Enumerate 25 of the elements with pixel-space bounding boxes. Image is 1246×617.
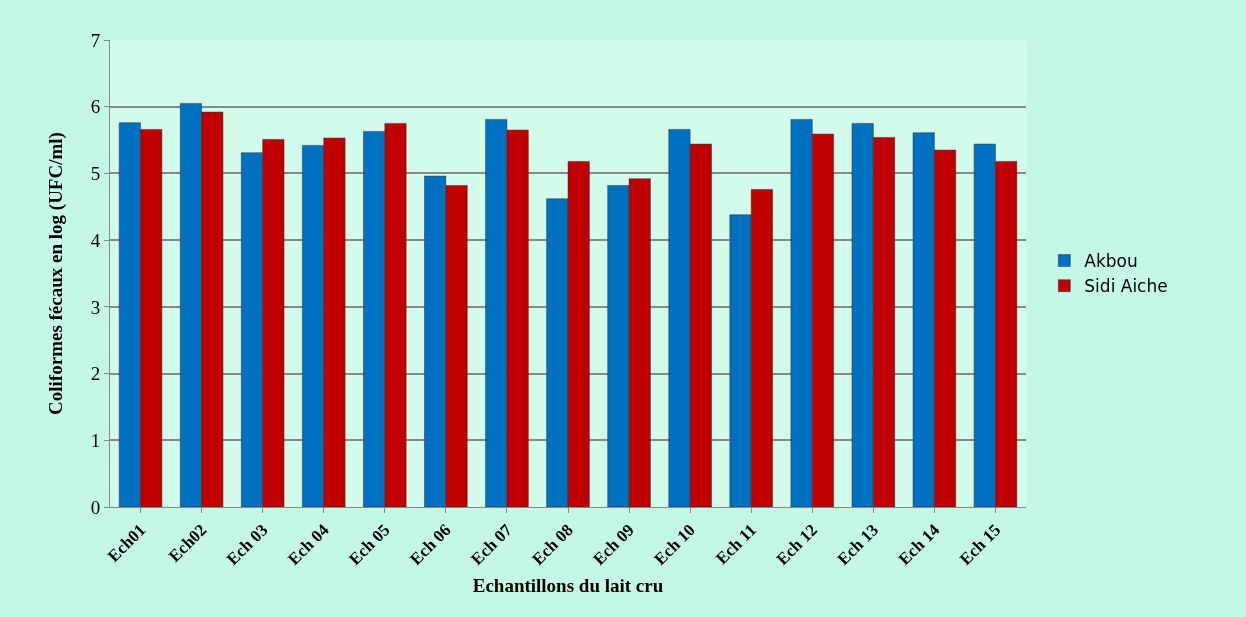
y-tick-label: 3 xyxy=(90,296,101,318)
x-tick-label: Ech 15 xyxy=(955,520,1005,569)
x-tick-label: Ech 05 xyxy=(345,520,394,569)
x-tick-label: Ech 06 xyxy=(406,520,455,569)
y-tick-label: 2 xyxy=(90,363,101,385)
y-tick-label: 7 xyxy=(90,29,101,51)
x-tick-label: Ech 11 xyxy=(712,520,761,569)
y-tick-label: 4 xyxy=(90,229,101,251)
y-tick-label: 1 xyxy=(90,429,101,451)
y-tick-label: 0 xyxy=(90,496,101,518)
x-tick-label: Ech 08 xyxy=(528,520,577,569)
x-tick-label: Ech 07 xyxy=(467,519,517,569)
x-tick-label: Ech 12 xyxy=(772,520,822,569)
y-axis-title: Coliformes fécaux en log (UFC/ml) xyxy=(45,132,67,415)
x-tick-label: Ech 13 xyxy=(833,520,883,569)
legend-label: Sidi Aiche xyxy=(1084,276,1168,297)
x-axis-title: Echantillons du lait cru xyxy=(472,574,664,596)
x-tick-label: Ech 14 xyxy=(894,519,944,569)
x-tick-label: Ech 09 xyxy=(589,520,638,569)
legend-label: Akbou xyxy=(1084,251,1138,272)
x-tick-label: Ech 03 xyxy=(223,520,272,569)
y-tick-label: 6 xyxy=(90,96,101,118)
x-tick-label: Ech 04 xyxy=(284,519,333,569)
y-tick-label: 5 xyxy=(90,163,101,185)
x-tick-label: Ech 10 xyxy=(650,520,699,569)
